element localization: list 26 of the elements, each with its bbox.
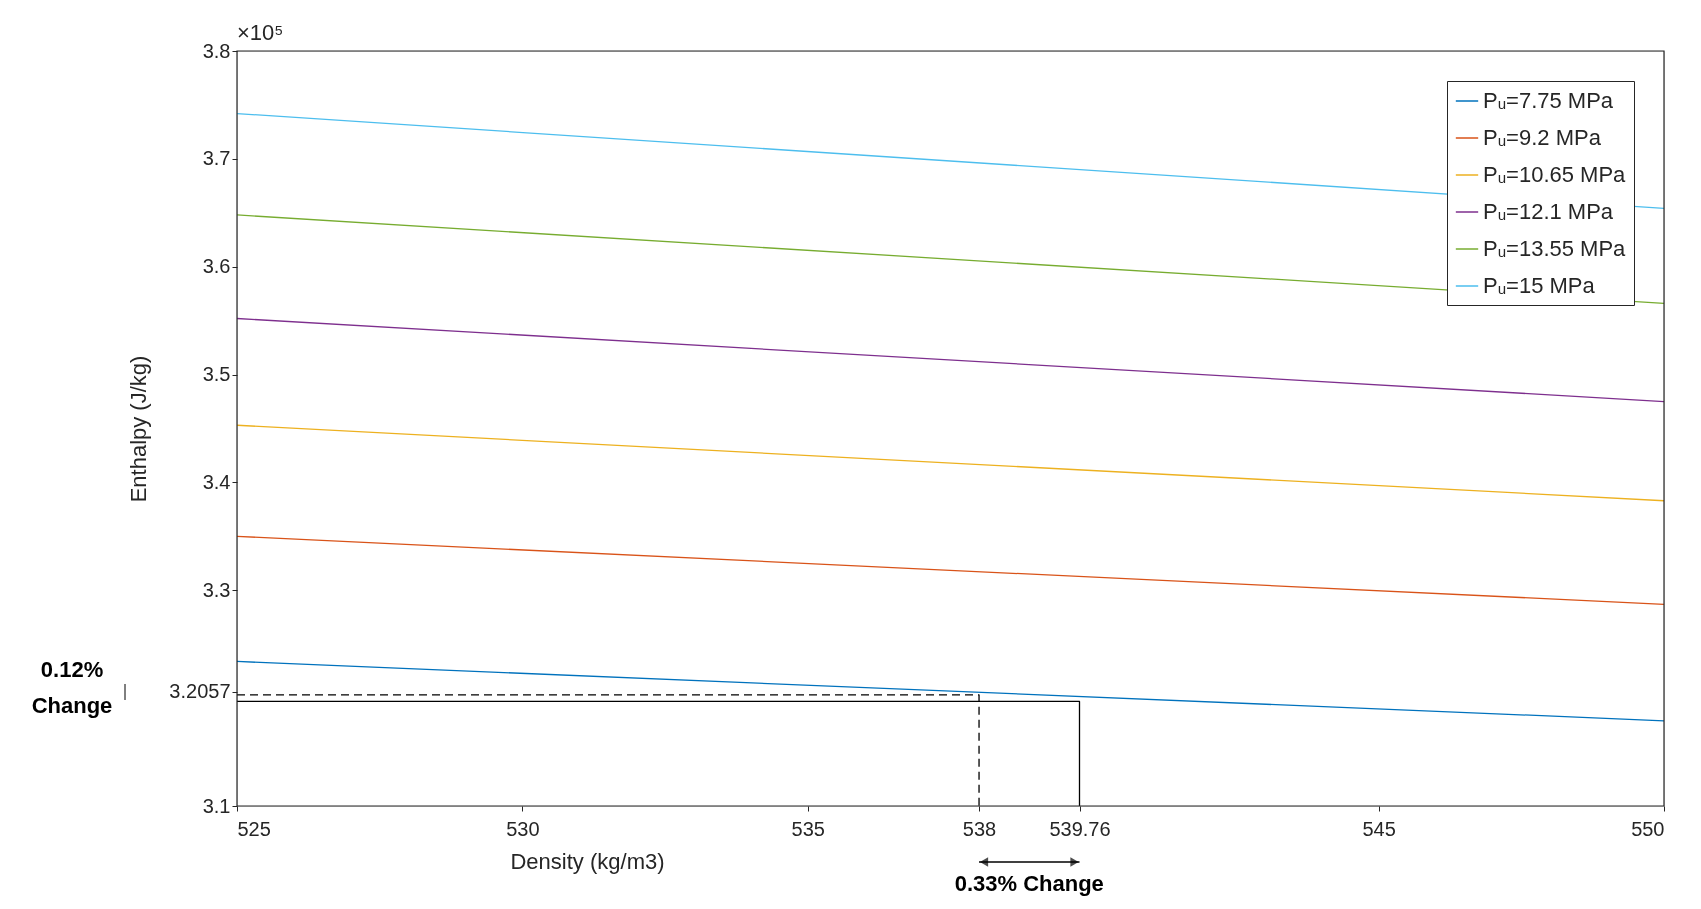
legend-label: Pᵤ=13.55 MPa [1483, 236, 1627, 261]
legend-label: Pᵤ=7.75 MPa [1483, 88, 1614, 113]
y-tick-label: 3.1 [202, 794, 231, 817]
legend-label: Pᵤ=10.65 MPa [1483, 162, 1627, 187]
x-axis-title: Density (kg/m3) [510, 848, 665, 874]
legend-label: Pᵤ=9.2 MPa [1483, 125, 1602, 150]
y-tick-label: 3.2057 [169, 680, 231, 703]
legend-label: Pᵤ=15 MPa [1483, 273, 1596, 298]
x-tick-label: 550 [1631, 817, 1665, 840]
x-tick-label: 535 [791, 817, 825, 840]
y-tick-label: 3.4 [202, 470, 231, 493]
x-tick-label: 545 [1362, 817, 1396, 840]
x-tick-label: 525 [237, 817, 271, 840]
x-tick-label: 539.76 [1049, 817, 1111, 840]
x-tick-label: 530 [506, 817, 540, 840]
y-tick-label: 3.7 [202, 147, 231, 170]
y-tick-label: 3.5 [202, 363, 231, 386]
y-tick-label: 3.6 [202, 255, 231, 278]
y-tick-label: 3.3 [202, 578, 231, 601]
x-tick-label: 538 [962, 817, 997, 840]
text: ×10⁵ [237, 20, 284, 45]
text: 0.12% Change [31, 656, 113, 718]
legend-label: Pᵤ=12.1 MPa [1483, 199, 1614, 224]
y-axis-title: Enthalpy (J/kg) [126, 355, 152, 503]
text: 0.33% Change [954, 871, 1104, 896]
y-tick-label: 3.8 [202, 39, 231, 62]
